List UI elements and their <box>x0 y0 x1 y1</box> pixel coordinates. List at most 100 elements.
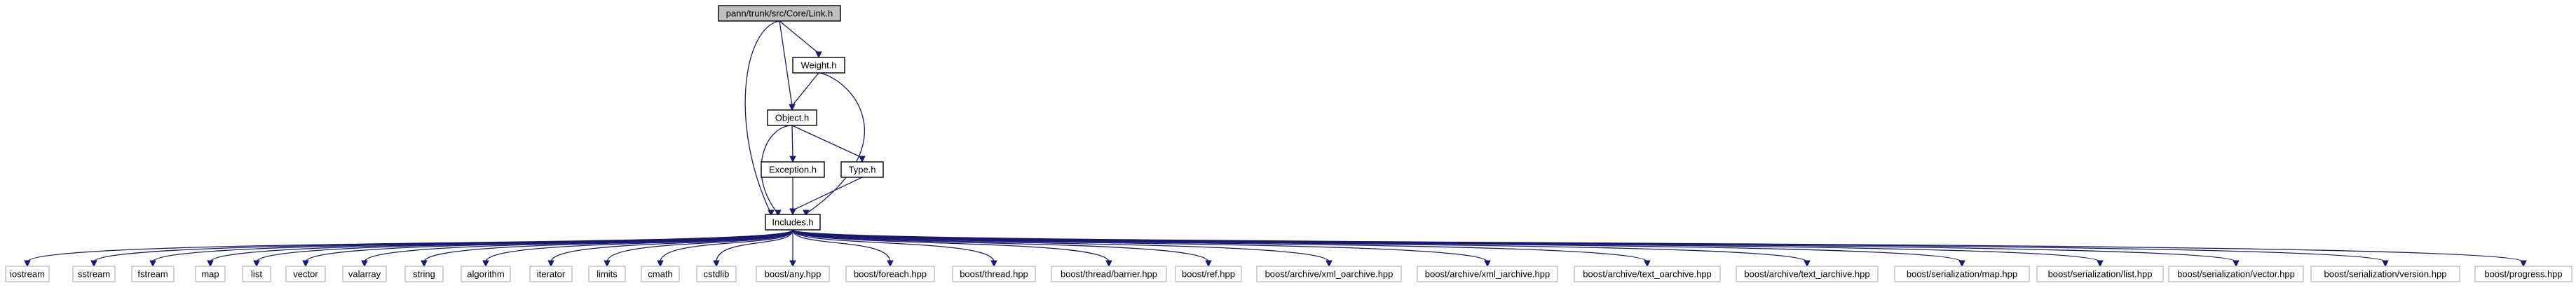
node-label: vector <box>293 269 318 280</box>
node-label: sstream <box>78 269 110 280</box>
node-label: boost/any.hpp <box>765 269 822 280</box>
node-boost-ser-map[interactable]: boost/serialization/map.hpp <box>1894 266 2030 282</box>
edge-weight-to-object <box>791 72 819 107</box>
edge-arrowhead <box>768 210 775 217</box>
node-box <box>461 266 511 282</box>
node-type[interactable]: Type.h <box>840 161 884 178</box>
node-boost-thread[interactable]: boost/thread.hpp <box>952 266 1036 282</box>
node-label: valarray <box>348 269 381 280</box>
node-label: iostream <box>10 269 45 280</box>
edge-arrowhead <box>2097 260 2104 268</box>
graph-nodes: pann/trunk/src/Core/Link.h Weight.h Object… <box>5 5 2572 282</box>
node-label: iterator <box>537 269 566 280</box>
node-box <box>2168 266 2304 282</box>
node-box <box>404 266 444 282</box>
edge-arrowhead <box>789 208 796 216</box>
node-boost-ser-list[interactable]: boost/serialization/list.hpp <box>2036 266 2164 282</box>
edge-arrowhead <box>1205 260 1212 268</box>
edge-arrowhead <box>547 260 554 268</box>
node-box <box>195 266 226 282</box>
edge-arrowhead <box>775 210 782 217</box>
node-weight[interactable]: Weight.h <box>792 57 845 74</box>
edge-includes-to-boost_thread <box>792 229 995 263</box>
edge-arrowhead <box>253 260 260 268</box>
node-exception[interactable]: Exception.h <box>761 161 825 178</box>
edge-arrowhead <box>1644 260 1651 268</box>
node-valarray[interactable]: valarray <box>342 266 387 282</box>
node-label: boost/serialization/version.hpp <box>2324 269 2447 280</box>
edge-arrowhead <box>2233 260 2240 268</box>
node-list[interactable]: list <box>242 266 271 282</box>
node-box <box>2310 266 2460 282</box>
node-label: pann/trunk/src/Core/Link.h <box>726 8 833 19</box>
edge-arrowhead <box>1958 260 1965 268</box>
node-cmath[interactable]: cmath <box>641 266 680 282</box>
node-sstream[interactable]: sstream <box>72 266 116 282</box>
node-label: map <box>201 269 219 280</box>
node-iostream[interactable]: iostream <box>5 266 50 282</box>
edge-includes-to-algorithm <box>485 229 793 263</box>
edge-arrowhead <box>604 260 611 268</box>
node-cstdlib[interactable]: cstdlib <box>696 266 737 282</box>
edge-arrowhead <box>2382 260 2389 268</box>
node-algorithm[interactable]: algorithm <box>461 266 511 282</box>
node-boost-ref[interactable]: boost/ref.hpp <box>1175 266 1242 282</box>
edge-arrowhead <box>90 260 97 268</box>
node-label: Type.h <box>848 165 875 175</box>
node-boost-xml-oarchive[interactable]: boost/archive/xml_oarchive.hpp <box>1256 266 1402 282</box>
edge-object-to-includes <box>761 125 793 214</box>
edge-link-to-includes <box>744 20 780 214</box>
edge-arrowhead <box>990 260 997 268</box>
edge-object-to-type <box>791 125 863 158</box>
node-link[interactable]: pann/trunk/src/Core/Link.h <box>718 5 841 22</box>
node-box <box>5 266 50 282</box>
edge-includes-to-cmath <box>660 229 793 263</box>
node-box <box>641 266 680 282</box>
node-label: boost/archive/text_oarchive.hpp <box>1583 269 1712 280</box>
node-limits[interactable]: limits <box>588 266 626 282</box>
node-boost-ser-version[interactable]: boost/serialization/version.hpp <box>2310 266 2460 282</box>
node-includes[interactable]: Includes.h <box>765 214 821 231</box>
node-boost-xml-iarchive[interactable]: boost/archive/xml_iarchive.hpp <box>1417 266 1558 282</box>
node-box <box>756 266 830 282</box>
edge-arrowhead <box>1484 260 1491 268</box>
node-box <box>792 57 845 74</box>
node-box <box>529 266 573 282</box>
node-box <box>696 266 737 282</box>
node-box <box>952 266 1036 282</box>
node-string[interactable]: string <box>404 266 444 282</box>
edge-arrowhead <box>713 260 720 268</box>
edge-includes-to-boost_xml_oarchive <box>792 229 1330 263</box>
edge-object-to-exception <box>791 125 793 158</box>
edge-arrowhead <box>887 260 894 268</box>
node-iterator[interactable]: iterator <box>529 266 573 282</box>
edge-type-to-includes <box>792 177 863 211</box>
edge-weight-to-includes <box>805 72 865 214</box>
node-box <box>1417 266 1558 282</box>
node-boost-progress[interactable]: boost/progress.hpp <box>2474 266 2572 282</box>
node-label: boost/archive/xml_oarchive.hpp <box>1265 269 1393 280</box>
node-box <box>845 266 935 282</box>
node-vector[interactable]: vector <box>285 266 326 282</box>
edge-includes-to-iterator <box>550 229 793 263</box>
edge-arrowhead <box>789 260 796 268</box>
node-boost-text-oarchive[interactable]: boost/archive/text_oarchive.hpp <box>1574 266 1721 282</box>
node-label: Includes.h <box>772 217 813 228</box>
edge-includes-to-string <box>423 229 793 263</box>
node-fstream[interactable]: fstream <box>131 266 175 282</box>
node-object[interactable]: Object.h <box>767 109 817 126</box>
node-boost-ser-vector[interactable]: boost/serialization/vector.hpp <box>2168 266 2304 282</box>
node-box <box>342 266 387 282</box>
node-map[interactable]: map <box>195 266 226 282</box>
node-boost-text-iarchive[interactable]: boost/archive/text_iarchive.hpp <box>1736 266 1879 282</box>
node-box <box>765 214 821 231</box>
node-box <box>840 161 884 178</box>
node-boost-foreach[interactable]: boost/foreach.hpp <box>845 266 935 282</box>
node-box <box>131 266 175 282</box>
node-label: boost/thread.hpp <box>960 269 1028 280</box>
node-label: string <box>413 269 435 280</box>
node-boost-any[interactable]: boost/any.hpp <box>756 266 830 282</box>
node-boost-barrier[interactable]: boost/thread/barrier.hpp <box>1051 266 1167 282</box>
graph-edges <box>24 20 2527 268</box>
edge-arrowhead <box>421 260 428 268</box>
